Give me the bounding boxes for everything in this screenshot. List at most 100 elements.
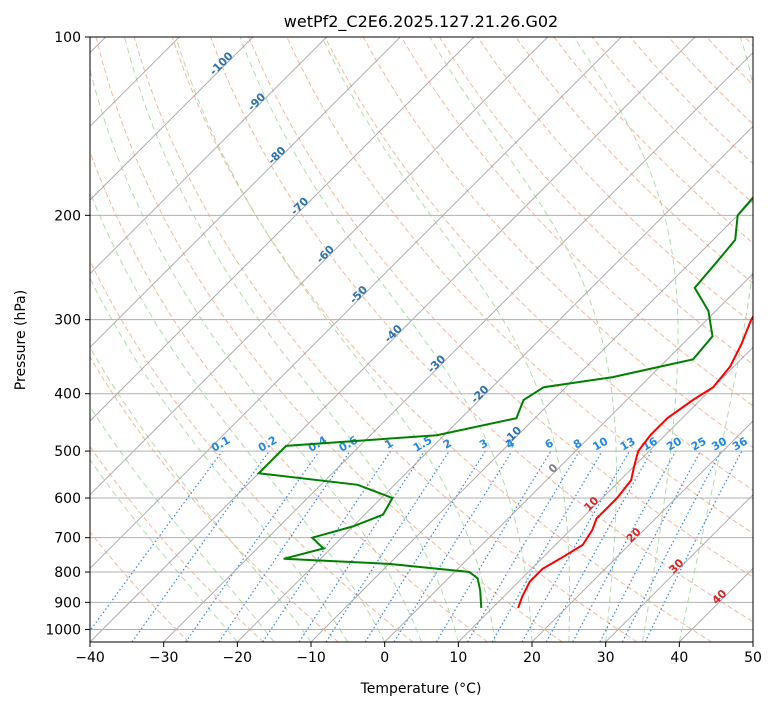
isotherm-line xyxy=(90,37,475,422)
y-tick-label: 100 xyxy=(54,30,81,46)
x-tick-label: 10 xyxy=(449,650,467,666)
dry-adiabat-line xyxy=(90,531,190,642)
plot-frame xyxy=(89,36,754,643)
mixing-ratio-line xyxy=(466,450,580,642)
mixing-ratio-line xyxy=(545,450,653,642)
mixing-ratio-line xyxy=(572,450,677,642)
y-axis: 100 200 300 400 500 600 700 800 900 1000 xyxy=(45,30,90,638)
dry-adiabat-line xyxy=(400,37,753,407)
y-tick-label: 400 xyxy=(54,387,81,403)
mixing-ratio-line xyxy=(599,450,702,642)
isotherm-label: -40 xyxy=(382,322,405,345)
isotherm-line xyxy=(90,37,622,570)
x-tick-label: −20 xyxy=(223,650,253,666)
mixing-ratio-line xyxy=(298,450,425,642)
x-tick-label: 50 xyxy=(744,650,762,666)
x-tick-label: −40 xyxy=(75,650,105,666)
isotherm-line xyxy=(90,37,254,201)
dry-adiabat-line xyxy=(90,356,339,642)
mixing-ratio-line xyxy=(393,450,513,642)
y-tick-label: 200 xyxy=(54,208,81,224)
isotherm-label: 10 xyxy=(581,494,601,514)
isotherm-line xyxy=(236,125,753,642)
y-tick-label: 800 xyxy=(54,565,81,581)
dry-adiabat-line xyxy=(438,37,753,366)
x-tick-label: 0 xyxy=(380,650,389,666)
moist-adiabat-line xyxy=(573,37,679,642)
moist-adiabat-line xyxy=(239,37,533,642)
background-lines xyxy=(90,37,753,642)
mixing-ratio-line xyxy=(644,450,743,642)
isotherm-line xyxy=(752,641,753,642)
isotherm-line xyxy=(531,420,753,642)
dewpoint-profile-line xyxy=(256,196,753,609)
mixing-ratio-label: 2 xyxy=(441,437,454,452)
y-tick-label: 900 xyxy=(54,595,81,611)
moist-adiabat-line xyxy=(175,37,496,642)
isotherm-line xyxy=(310,199,753,642)
dry-adiabat-line xyxy=(90,150,488,642)
profile-lines xyxy=(256,196,753,609)
mixing-ratio-line xyxy=(435,450,552,642)
isotherm-line xyxy=(457,346,753,642)
dry-adiabat-line xyxy=(591,37,753,204)
dry-adiabat-line xyxy=(324,37,753,491)
mixing-ratio-line xyxy=(521,450,631,642)
isotherm-label: 30 xyxy=(666,556,686,576)
isotherm-label: -70 xyxy=(288,194,311,217)
isotherm-line xyxy=(90,37,549,496)
isotherm-label: -60 xyxy=(314,242,337,265)
moist-adiabat-line xyxy=(90,277,349,642)
y-tick-label: 300 xyxy=(54,313,81,329)
moist-adiabat-line xyxy=(321,37,571,642)
dry-adiabat-line xyxy=(553,37,753,244)
x-tick-label: −10 xyxy=(296,650,326,666)
mixing-ratio-line xyxy=(262,450,392,642)
mixing-ratio-label: 6 xyxy=(543,436,556,451)
isotherm-label: -90 xyxy=(245,90,268,113)
dry-adiabat-line xyxy=(744,37,753,47)
mixing-ratio-line xyxy=(325,450,450,642)
x-tick-label: −30 xyxy=(149,650,179,666)
isotherm-label: -50 xyxy=(347,283,370,306)
moist-adiabat-line xyxy=(90,405,275,642)
dry-adiabat-line xyxy=(515,37,753,284)
moist-adiabat-line xyxy=(90,458,238,642)
moist-adiabat-line xyxy=(678,37,753,642)
moist-adiabat-line xyxy=(429,37,617,642)
dry-adiabat-line xyxy=(95,37,563,642)
x-tick-label: 30 xyxy=(597,650,615,666)
x-tick-label: 20 xyxy=(523,650,541,666)
moist-adiabat-line xyxy=(124,37,459,642)
isotherm-line xyxy=(384,272,753,642)
dry-adiabat-line xyxy=(248,37,753,578)
x-tick-label: 40 xyxy=(670,650,688,666)
mixing-ratio-line xyxy=(621,450,722,642)
x-axis-label: Temperature (°C) xyxy=(360,681,482,697)
mixing-ratio-line xyxy=(218,450,351,642)
y-axis-label: Pressure (hPa) xyxy=(13,290,29,390)
moist-adiabat-line xyxy=(90,346,312,642)
dry-adiabat-line xyxy=(90,259,414,642)
dry-adiabat-line xyxy=(133,37,638,642)
y-tick-label: 700 xyxy=(54,531,81,547)
chart-title: wetPf2_C2E6.2025.127.21.26.G02 xyxy=(284,12,558,32)
y-tick-label: 1000 xyxy=(45,622,81,638)
moist-adiabat-line xyxy=(90,190,386,642)
y-tick-label: 600 xyxy=(54,491,81,507)
mixing-ratio-line xyxy=(131,450,270,642)
temperature-profile-line xyxy=(517,314,753,609)
dry-adiabat-line xyxy=(706,37,753,86)
isotherm-label: -100 xyxy=(207,49,236,78)
isotherm-line xyxy=(163,51,753,642)
isotherm-label: -20 xyxy=(468,383,491,406)
mixing-ratio-line xyxy=(185,450,320,642)
x-axis: −40 −30 −20 −10 0 10 20 30 40 50 xyxy=(75,642,762,666)
isotherm-line xyxy=(90,37,696,642)
dry-adiabat-line xyxy=(668,37,753,125)
isotherm-label: -30 xyxy=(425,352,448,375)
y-tick-label: 500 xyxy=(54,444,81,460)
dry-adiabat-line xyxy=(210,37,753,623)
isotherm-line xyxy=(90,37,401,349)
